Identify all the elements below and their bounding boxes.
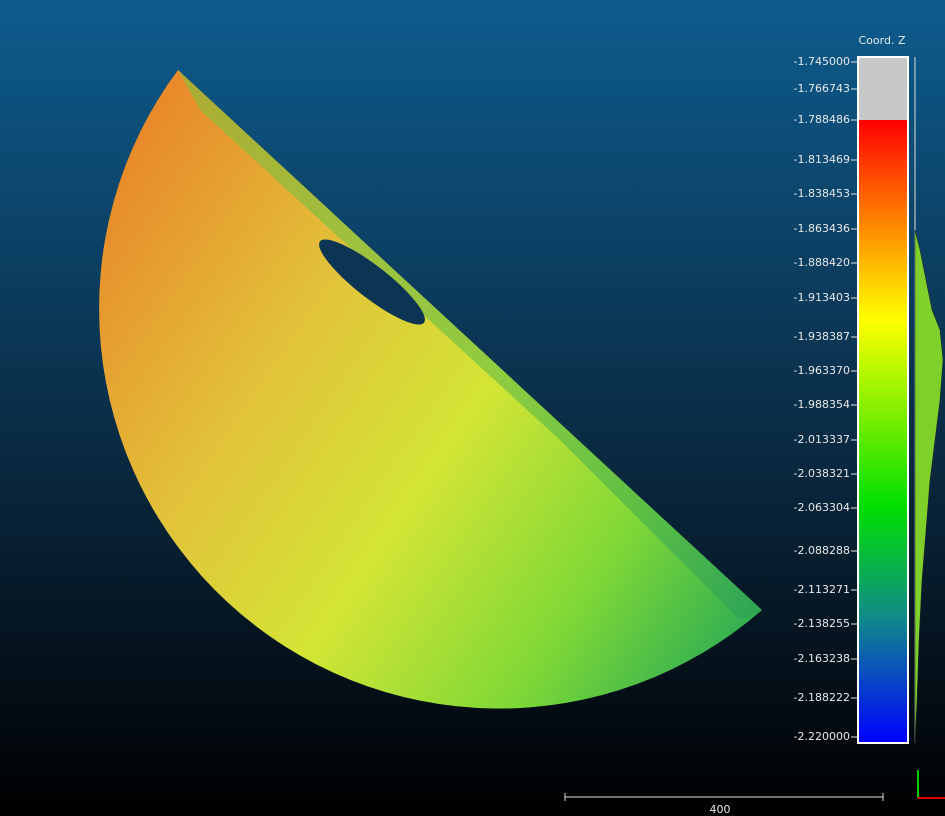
color-scale-out-of-range: [858, 57, 908, 120]
color-scale-tick-label: -1.838453: [794, 187, 850, 200]
color-scale-tick-label: -1.913403: [794, 291, 850, 304]
color-scale-frame: [857, 56, 909, 744]
color-scale-tick-label: -1.813469: [794, 153, 850, 166]
color-scale-tick-label: -2.220000: [794, 730, 850, 743]
color-scale-tick-label: -2.088288: [794, 544, 850, 557]
color-scale-tick-label: -1.988354: [794, 398, 850, 411]
point-cloud-edge: [178, 70, 762, 620]
scale-bar-label: 400: [710, 803, 731, 816]
color-scale-tick-label: -1.766743: [794, 82, 850, 95]
color-scale-tick-label: -1.863436: [794, 222, 850, 235]
color-scale-tick-label: -1.963370: [794, 364, 850, 377]
color-scale-title: Coord. Z: [859, 34, 906, 47]
color-scale-tick-label: -2.063304: [794, 501, 850, 514]
color-scale-tick-label: -1.938387: [794, 330, 850, 343]
color-scale-tick-label: -1.745000: [794, 55, 850, 68]
point-cloud: [99, 70, 762, 709]
color-scale-tick-label: -1.788486: [794, 113, 850, 126]
color-scale-tick-label: -2.038321: [794, 467, 850, 480]
color-scale-tick-label: -2.138255: [794, 617, 850, 630]
histogram: [914, 229, 944, 744]
color-scale-tick-label: -2.013337: [794, 433, 850, 446]
point-cloud-hole: [319, 239, 425, 325]
color-scale-tick-label: -1.888420: [794, 256, 850, 269]
color-scale-tick-label: -2.163238: [794, 652, 850, 665]
color-scale-tick-label: -2.113271: [794, 583, 850, 596]
color-scale-bar: [858, 120, 908, 743]
color-scale-tick-label: -2.188222: [794, 691, 850, 704]
